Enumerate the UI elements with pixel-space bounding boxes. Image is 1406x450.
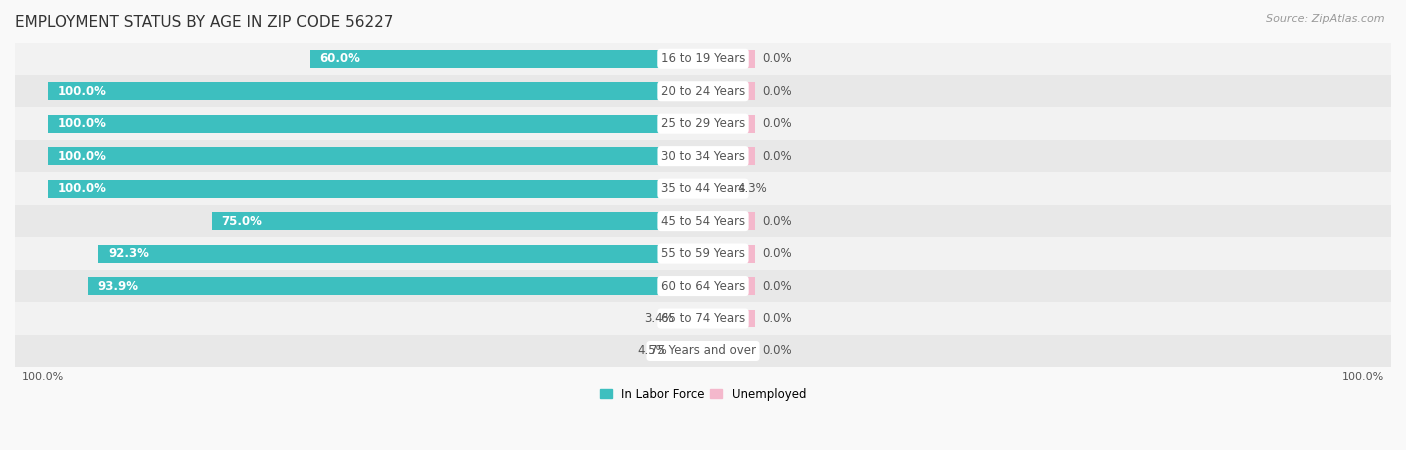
- Text: 4.3%: 4.3%: [738, 182, 768, 195]
- Bar: [703, 82, 755, 100]
- Bar: [15, 75, 1391, 108]
- Text: 65 to 74 Years: 65 to 74 Years: [661, 312, 745, 325]
- Bar: [703, 277, 755, 295]
- Bar: [681, 310, 703, 328]
- Text: 45 to 54 Years: 45 to 54 Years: [661, 215, 745, 228]
- Text: 35 to 44 Years: 35 to 44 Years: [661, 182, 745, 195]
- Text: 0.0%: 0.0%: [762, 312, 792, 325]
- Bar: [703, 310, 755, 328]
- Text: 0.0%: 0.0%: [762, 215, 792, 228]
- Legend: In Labor Force, Unemployed: In Labor Force, Unemployed: [595, 383, 811, 405]
- Text: 93.9%: 93.9%: [97, 279, 139, 292]
- Bar: [703, 245, 755, 262]
- Bar: [87, 277, 703, 295]
- Text: 0.0%: 0.0%: [762, 150, 792, 162]
- Text: 25 to 29 Years: 25 to 29 Years: [661, 117, 745, 130]
- Bar: [703, 115, 755, 133]
- Bar: [673, 342, 703, 360]
- Text: 0.0%: 0.0%: [762, 85, 792, 98]
- Bar: [15, 237, 1391, 270]
- Text: 75 Years and over: 75 Years and over: [650, 345, 756, 357]
- Text: 100.0%: 100.0%: [58, 182, 107, 195]
- Text: 0.0%: 0.0%: [762, 247, 792, 260]
- Bar: [703, 212, 755, 230]
- Bar: [15, 302, 1391, 335]
- Text: 3.4%: 3.4%: [644, 312, 673, 325]
- Text: 100.0%: 100.0%: [1343, 372, 1385, 382]
- Bar: [703, 180, 731, 198]
- Text: 60 to 64 Years: 60 to 64 Years: [661, 279, 745, 292]
- Text: 100.0%: 100.0%: [58, 150, 107, 162]
- Text: 75.0%: 75.0%: [221, 215, 263, 228]
- Text: 0.0%: 0.0%: [762, 52, 792, 65]
- Bar: [211, 212, 703, 230]
- Bar: [48, 180, 703, 198]
- Bar: [15, 108, 1391, 140]
- Text: 0.0%: 0.0%: [762, 117, 792, 130]
- Bar: [48, 115, 703, 133]
- Text: 100.0%: 100.0%: [58, 117, 107, 130]
- Bar: [48, 82, 703, 100]
- Bar: [15, 42, 1391, 75]
- Text: EMPLOYMENT STATUS BY AGE IN ZIP CODE 56227: EMPLOYMENT STATUS BY AGE IN ZIP CODE 562…: [15, 15, 394, 30]
- Text: 92.3%: 92.3%: [108, 247, 149, 260]
- Text: 55 to 59 Years: 55 to 59 Years: [661, 247, 745, 260]
- Bar: [703, 147, 755, 165]
- Bar: [15, 172, 1391, 205]
- Text: 60.0%: 60.0%: [319, 52, 360, 65]
- Bar: [98, 245, 703, 262]
- Bar: [703, 342, 755, 360]
- Bar: [15, 140, 1391, 172]
- Text: 30 to 34 Years: 30 to 34 Years: [661, 150, 745, 162]
- Bar: [309, 50, 703, 68]
- Text: 100.0%: 100.0%: [21, 372, 63, 382]
- Text: 100.0%: 100.0%: [58, 85, 107, 98]
- Bar: [15, 270, 1391, 302]
- Text: 4.5%: 4.5%: [637, 345, 666, 357]
- Bar: [15, 205, 1391, 237]
- Text: 16 to 19 Years: 16 to 19 Years: [661, 52, 745, 65]
- Text: Source: ZipAtlas.com: Source: ZipAtlas.com: [1267, 14, 1385, 23]
- Bar: [48, 147, 703, 165]
- Text: 0.0%: 0.0%: [762, 279, 792, 292]
- Text: 20 to 24 Years: 20 to 24 Years: [661, 85, 745, 98]
- Bar: [703, 50, 755, 68]
- Bar: [15, 335, 1391, 367]
- Text: 0.0%: 0.0%: [762, 345, 792, 357]
